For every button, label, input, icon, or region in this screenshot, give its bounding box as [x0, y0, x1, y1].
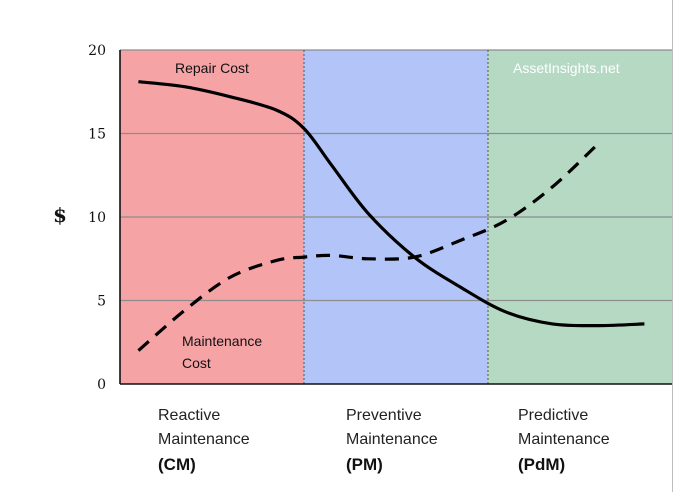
watermark: AssetInsights.net: [513, 60, 620, 76]
maintenance-cost-label-line2: Cost: [182, 355, 211, 371]
region-label-cm-line2: Maintenance: [158, 431, 250, 448]
region-label-pm-line1: Preventive: [346, 407, 422, 424]
y-tick-label-0: 0: [97, 377, 106, 393]
series-lines: [137, 80, 645, 352]
region-label-pm: Preventive Maintenance (PM): [346, 407, 438, 474]
region-label-pdm-abbr: (PdM): [518, 455, 565, 474]
region-label-pdm-line1: Predictive: [518, 407, 588, 424]
region-label-cm: Reactive Maintenance (CM): [158, 407, 250, 474]
repair-cost-label: Repair Cost: [175, 60, 249, 76]
region-label-pm-line2: Maintenance: [346, 431, 438, 448]
axes: [119, 50, 672, 385]
maintenance-cost-label-line1: Maintenance: [182, 333, 262, 349]
y-tick-label-2: 10: [88, 210, 106, 226]
chart-frame: 0 5 10 15 20 $ Repair Cost Maintenance Cost …: [8, 0, 673, 492]
gridlines: [120, 49, 672, 302]
series-line-repair-cost: [138, 80, 645, 328]
y-tick-label-3: 15: [88, 127, 106, 143]
region-label-cm-abbr: (CM): [158, 455, 196, 474]
series-line-maintenance-cost: [137, 142, 600, 352]
y-axis-label: $: [53, 203, 67, 227]
y-tick-label-4: 20: [88, 43, 106, 59]
y-tick-labels: 0 5 10 15 20: [88, 43, 106, 393]
region-label-pm-abbr: (PM): [346, 455, 383, 474]
y-tick-label-1: 5: [97, 294, 106, 310]
region-label-pdm: Predictive Maintenance (PdM): [518, 407, 610, 474]
region-label-pdm-line2: Maintenance: [518, 431, 610, 448]
region-label-cm-line1: Reactive: [158, 407, 220, 424]
